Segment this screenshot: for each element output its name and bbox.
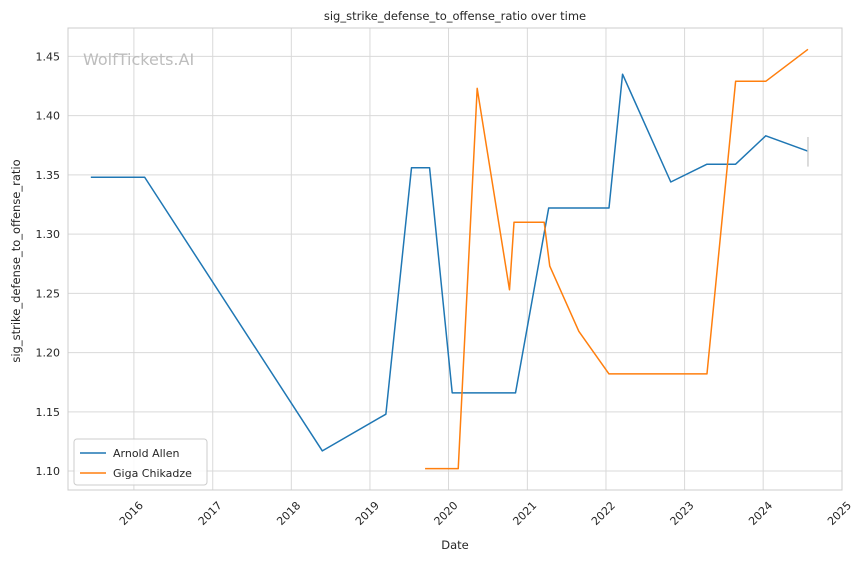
legend-box [73,438,208,486]
legend-label-arnold-allen: Arnold Allen [113,447,179,460]
y-tick-label: 1.20 [36,347,61,360]
series-line-giga-chikadze [425,48,809,470]
y-tick-label: 1.30 [36,228,61,241]
grid [68,28,843,490]
y-tick-label: 1.40 [36,110,61,123]
watermark-text: WolfTickets.AI [83,50,194,69]
series-line-arnold-allen [90,73,809,452]
plot-frame [67,27,843,491]
x-axis-label: Date [441,538,469,552]
y-tick-label: 1.10 [36,465,61,478]
y-axis-label: sig_strike_defense_to_offense_ratio [9,159,23,362]
chart-title: sig_strike_defense_to_offense_ratio over… [324,9,586,23]
legend: Arnold Allen Giga Chikadze [73,438,208,486]
y-tick-label: 1.15 [36,406,61,419]
legend-label-giga-chikadze: Giga Chikadze [113,467,192,480]
y-tick-label: 1.35 [36,169,61,182]
y-tick-label: 1.45 [36,50,61,63]
series-layer [90,48,809,470]
y-tick-label: 1.25 [36,287,61,300]
